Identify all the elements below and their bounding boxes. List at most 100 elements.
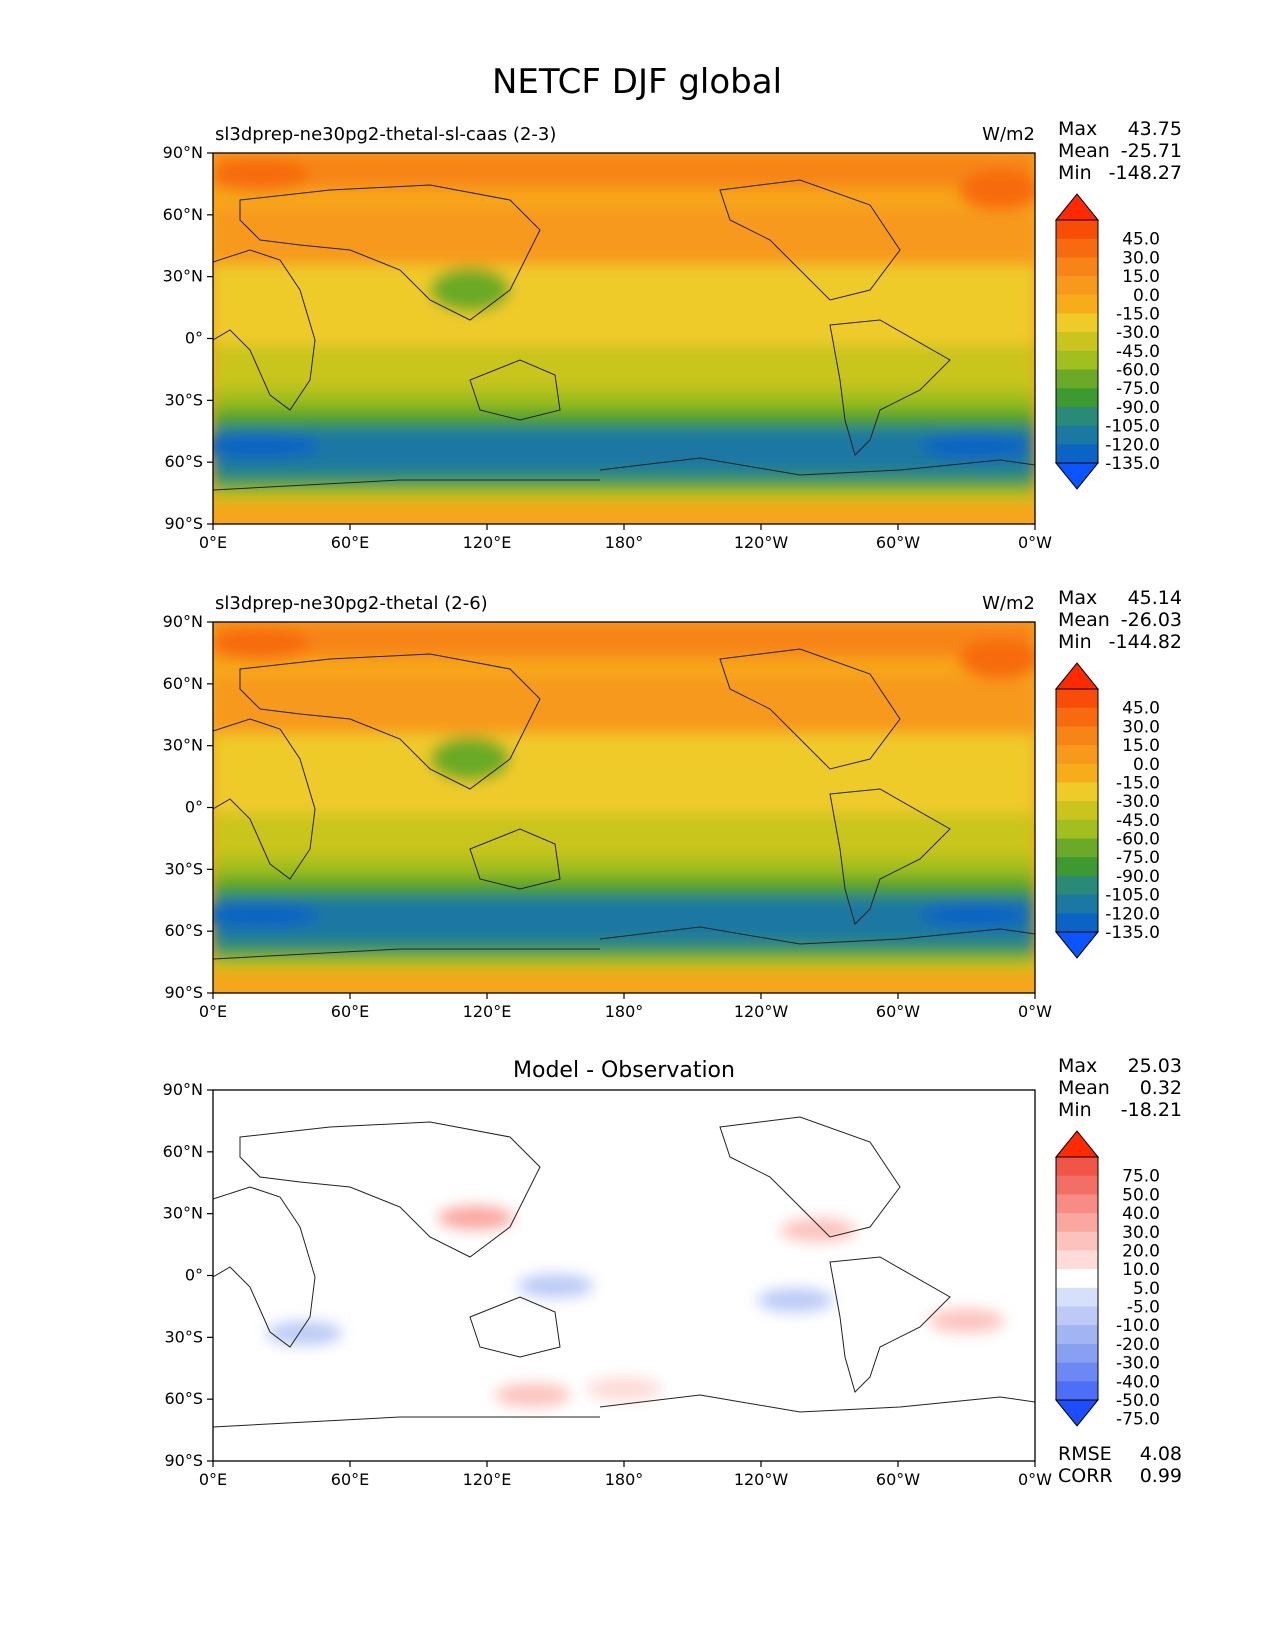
panel-3-yticks: 90°N 60°N 30°N 0° 30°S 60°S 90°S xyxy=(163,1080,213,1470)
colorbar-swatch xyxy=(1056,425,1098,445)
stat-label: Mean xyxy=(1058,140,1110,162)
colorbar-swatch xyxy=(1056,838,1098,858)
colorbar-swatch xyxy=(1056,350,1098,371)
panel-1-coastlines xyxy=(213,179,1035,524)
colorbar-tick-label: -90.0 xyxy=(1116,398,1160,418)
colorbar-swatch xyxy=(1056,857,1098,877)
colorbar-swatch xyxy=(1056,220,1098,240)
stat-label: Max xyxy=(1058,1055,1097,1077)
figure-title: NETCF DJF global xyxy=(492,62,782,102)
colorbar-tick-label: -45.0 xyxy=(1116,342,1160,362)
colorbar-swatch xyxy=(1056,406,1098,427)
stat-value: 25.03 xyxy=(1128,1055,1182,1077)
colorbar-tick-label: 30.0 xyxy=(1122,717,1160,737)
y-tick-label: 60°S xyxy=(164,921,203,940)
colorbar-tick-label: -105.0 xyxy=(1105,417,1160,437)
anomaly-blob xyxy=(494,1383,571,1408)
panel-2-colorbar: 45.030.015.00.0-15.0-30.0-45.0-60.0-75.0… xyxy=(1054,662,1160,959)
stat-label: Mean xyxy=(1058,1077,1110,1099)
colorbar-swatch xyxy=(1056,1287,1098,1308)
colorbar-tick-label: -75.0 xyxy=(1116,848,1160,868)
panel-1-field xyxy=(213,153,1035,502)
colorbar-tick-label: 45.0 xyxy=(1122,699,1160,719)
colorbar-tick-label: -40.0 xyxy=(1116,1372,1160,1392)
stat-label: Mean xyxy=(1058,609,1110,631)
colorbar-tick-label: -30.0 xyxy=(1116,1354,1160,1374)
stat-value: 45.14 xyxy=(1128,587,1182,609)
colorbar-swatch xyxy=(1056,819,1098,840)
y-tick-label: 30°N xyxy=(163,736,203,755)
y-tick-label: 30°N xyxy=(163,267,203,286)
x-tick-label: 0°W xyxy=(1018,1002,1052,1021)
panel-2-yticks: 90°N 60°N 30°N 0° 30°S 60°S 90°S xyxy=(163,612,213,1002)
y-tick-label: 60°S xyxy=(164,1389,203,1408)
colorbar-frame xyxy=(1055,1156,1099,1401)
colorbar-swatch xyxy=(1056,1325,1098,1345)
colorbar-swatch xyxy=(1056,1175,1098,1195)
panel-2-coastlines xyxy=(213,648,1035,993)
stat-value: 0.32 xyxy=(1140,1077,1182,1099)
colorbar-extend-top xyxy=(1054,193,1100,221)
panel-1-stats: Max 43.75 Mean -25.71 Min -148.27 xyxy=(1058,118,1182,184)
x-tick-label: 0°W xyxy=(1018,533,1052,552)
colorbar-swatch xyxy=(1056,1362,1098,1382)
x-tick-label: 180° xyxy=(605,1470,644,1489)
colorbar-swatch xyxy=(1056,1250,1098,1270)
extra-stat-value: 4.08 xyxy=(1140,1443,1182,1465)
y-tick-label: 0° xyxy=(185,1266,203,1285)
colorbar-tick-label: 50.0 xyxy=(1122,1185,1160,1205)
colorbar-tick-label: 5.0 xyxy=(1133,1279,1160,1299)
x-tick-label: 120°E xyxy=(463,1002,512,1021)
colorbar-extend-top xyxy=(1054,662,1100,690)
y-tick-label: 30°S xyxy=(164,1327,203,1346)
colorbar-tick-label: 75.0 xyxy=(1122,1167,1160,1187)
colorbar-tick-label: -45.0 xyxy=(1116,811,1160,831)
colorbar-tick-label: -30.0 xyxy=(1116,323,1160,343)
panel-2: sl3dprep-ne30pg2-thetal (2-6) W/m2 xyxy=(163,587,1182,1021)
x-tick-label: 120°W xyxy=(734,1470,789,1489)
colorbar-swatch xyxy=(1056,444,1098,464)
panel-3: Model - Observation 90°N 60°N 30°N 0° 30°S 60… xyxy=(163,1055,1182,1489)
x-tick-label: 0°W xyxy=(1018,1470,1052,1489)
colorbar-swatch xyxy=(1056,1269,1098,1289)
colorbar-tick-label: 15.0 xyxy=(1122,736,1160,756)
x-tick-label: 120°W xyxy=(734,1002,789,1021)
colorbar-tick-label: -120.0 xyxy=(1105,904,1160,924)
colorbar-extend-bottom xyxy=(1054,931,1100,959)
colorbar-tick-label: 30.0 xyxy=(1122,1223,1160,1243)
stat-label: Max xyxy=(1058,118,1097,140)
x-tick-label: 0°E xyxy=(199,1470,227,1489)
panel-1-yticks: 90°N 60°N 30°N 0° 30°S 60°S 90°S xyxy=(163,143,213,533)
y-tick-label: 0° xyxy=(185,329,203,348)
colorbar-tick-label: -15.0 xyxy=(1116,773,1160,793)
y-tick-label: 90°S xyxy=(164,514,203,533)
colorbar-tick-label: 15.0 xyxy=(1122,267,1160,287)
colorbar-tick-label: -20.0 xyxy=(1116,1335,1160,1355)
anomaly-blob xyxy=(757,1288,834,1313)
x-tick-label: 60°E xyxy=(331,533,369,552)
colorbar-tick-label: -105.0 xyxy=(1105,886,1160,906)
y-tick-label: 60°N xyxy=(163,674,203,693)
colorbar-tick-label: 45.0 xyxy=(1122,230,1160,250)
panel-2-units: W/m2 xyxy=(982,593,1035,614)
panel-2-xticks: 0°E 60°E 120°E 180° 120°W 60°W 0°W xyxy=(199,993,1052,1021)
colorbar-swatch xyxy=(1056,369,1098,389)
x-tick-label: 0°E xyxy=(199,533,227,552)
x-tick-label: 180° xyxy=(605,1002,644,1021)
y-tick-label: 60°S xyxy=(164,452,203,471)
stat-value: 43.75 xyxy=(1128,118,1182,140)
colorbar-tick-label: 30.0 xyxy=(1122,248,1160,268)
panel-2-stats: Max 45.14 Mean -26.03 Min -144.82 xyxy=(1058,587,1182,653)
colorbar-swatch xyxy=(1056,1231,1098,1251)
extra-stat-label: CORR xyxy=(1058,1465,1113,1487)
colorbar-swatch xyxy=(1056,689,1098,709)
colorbar-extend-bottom xyxy=(1054,1399,1100,1427)
stat-value: -148.27 xyxy=(1109,162,1182,184)
colorbar-swatch xyxy=(1056,913,1098,933)
colorbar-swatch xyxy=(1056,313,1098,333)
panel-1: sl3dprep-ne30pg2-thetal-sl-caas (2-3) W/… xyxy=(163,118,1182,552)
y-tick-label: 30°S xyxy=(164,859,203,878)
y-tick-label: 90°N xyxy=(163,143,203,162)
x-tick-label: 120°W xyxy=(734,533,789,552)
colorbar-swatch xyxy=(1056,1157,1098,1177)
